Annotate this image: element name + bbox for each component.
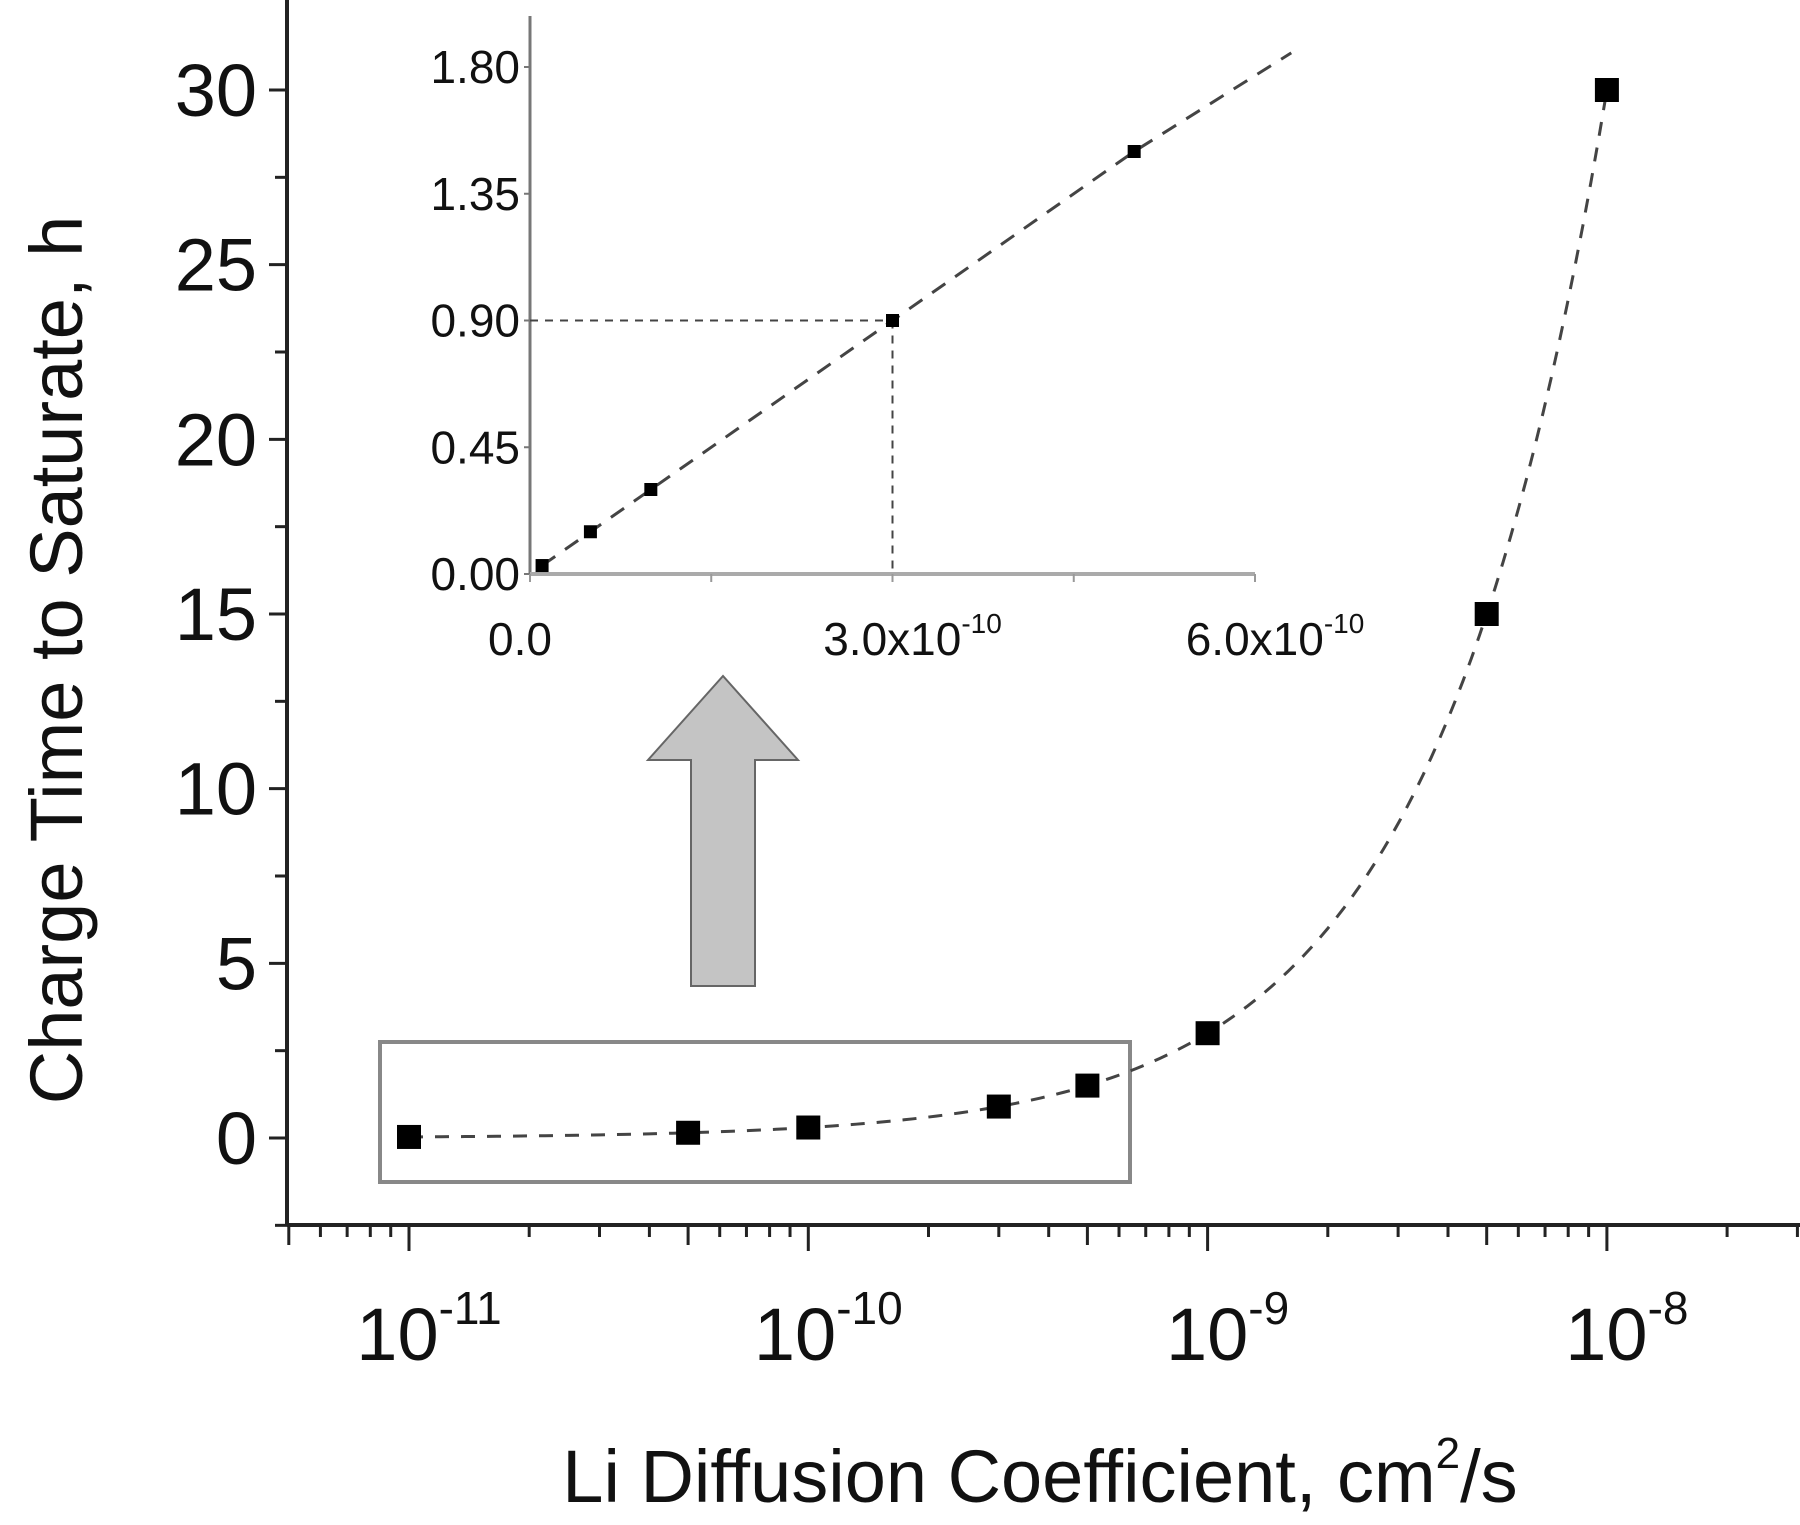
x-tick-label: 10-8 [1565,1282,1688,1376]
main-axes: 0 5 10 15 20 25 30 10-11 10-10 10-9 10-8 [175,0,1800,1376]
x-tick-label: 10-10 [754,1282,903,1376]
data-point [986,1094,1011,1119]
data-point [1594,78,1619,102]
data-point [1075,1073,1100,1098]
main-series [397,78,1619,1149]
inset-y-tick-label: 0.00 [430,548,520,600]
data-point [1195,1021,1220,1046]
inset-data-point [583,525,597,539]
data-point [796,1115,821,1140]
inset-fit-line [541,51,1293,567]
x-tick-label: 10-11 [356,1282,501,1376]
y-tick-label: 30 [175,49,257,132]
inset-data-point [886,314,899,327]
up-arrow-shape [645,674,801,987]
inset-y-tick-label: 1.35 [430,168,520,220]
inset-data-point [535,559,549,573]
inset-y-tick-label: 1.80 [430,41,520,93]
inset-series [530,51,1293,574]
highlight-box [378,1040,1132,1184]
y-tick-label: 25 [175,224,257,307]
highlight-rect [378,1040,1132,1184]
inset-x-tick-label: 0.0 [488,613,552,665]
x-axis-title-superscript: 2 [1436,1429,1460,1478]
x-tick-label: 10-9 [1166,1282,1289,1376]
zoom-arrow-icon [645,674,801,987]
y-tick-label: 15 [175,573,257,656]
x-axis-label: Li Diffusion Coefficient, cm2/s [562,1429,1517,1518]
x-axis-title-tail: /s [1460,1435,1518,1518]
data-point [676,1120,701,1145]
data-point [397,1124,421,1149]
fit-curve [408,89,1609,1139]
y-axis-label: Charge Time to Saturate, h [15,216,98,1104]
data-point [1474,602,1499,626]
x-axis-title: Li Diffusion Coefficient, cm2/s [562,1429,1517,1518]
inset-data-point [644,483,658,496]
inset-data-point [1127,145,1141,158]
inset-axes: 0.00 0.45 0.90 1.35 1.80 0.0 3.0x10-10 6.0x10-1… [430,16,1364,665]
x-axis-title-base: Li Diffusion Coefficient, cm [562,1435,1435,1518]
inset-y-tick-label: 0.45 [430,421,520,473]
y-tick-label: 20 [175,398,257,481]
y-tick-label: 10 [175,748,257,831]
inset-y-tick-label: 0.90 [430,295,520,347]
y-axis-title: Charge Time to Saturate, h [15,216,98,1104]
y-tick-label: 5 [216,922,257,1005]
inset-x-tick-label: 6.0x10-10 [1186,608,1365,665]
inset-x-tick-label: 3.0x10-10 [823,608,1002,665]
y-tick-label: 0 [216,1097,257,1180]
